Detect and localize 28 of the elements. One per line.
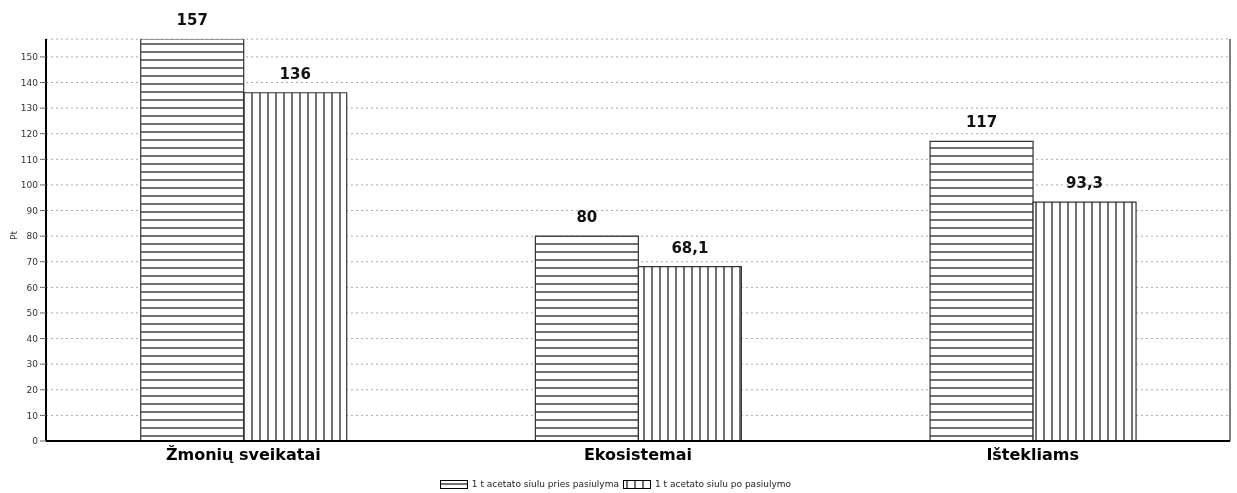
y-axis-title: Pt <box>9 230 20 240</box>
y-tick-label: 90 <box>26 205 39 216</box>
x-tick-label: Ekosistemai <box>583 445 693 465</box>
data-label: 93,3 <box>1066 174 1104 193</box>
x-tick-label: Žmonių sveikatai <box>165 445 321 465</box>
data-label: 80 <box>576 208 598 227</box>
y-tick-label: 10 <box>26 410 39 421</box>
y-tick-label: 20 <box>26 384 39 395</box>
y-tick-label: 40 <box>26 333 39 344</box>
y-tick-label: 50 <box>26 308 39 319</box>
y-tick-label: 100 <box>20 180 39 191</box>
legend-label: 1 t acetato siulu pries pasiulyma <box>471 479 619 489</box>
y-tick-label: 130 <box>20 103 39 114</box>
y-tick-label: 120 <box>20 128 39 139</box>
y-tick-label: 80 <box>26 231 39 242</box>
y-tick-label: 110 <box>20 154 39 165</box>
x-tick-label: Ištekliams <box>986 445 1079 465</box>
y-tick-label: 150 <box>20 52 39 63</box>
legend-label: 1 t acetato siulu po pasiulymo <box>654 479 792 489</box>
data-label: 68,1 <box>671 238 709 257</box>
y-tick-label: 30 <box>26 359 39 370</box>
data-label: 136 <box>279 64 311 83</box>
y-tick-label: 60 <box>26 282 39 293</box>
y-tick-label: 70 <box>26 256 39 267</box>
y-tick-label: 0 <box>32 436 39 447</box>
y-tick-label: 140 <box>20 77 39 88</box>
data-label: 117 <box>965 113 998 132</box>
data-label: 157 <box>176 11 208 29</box>
